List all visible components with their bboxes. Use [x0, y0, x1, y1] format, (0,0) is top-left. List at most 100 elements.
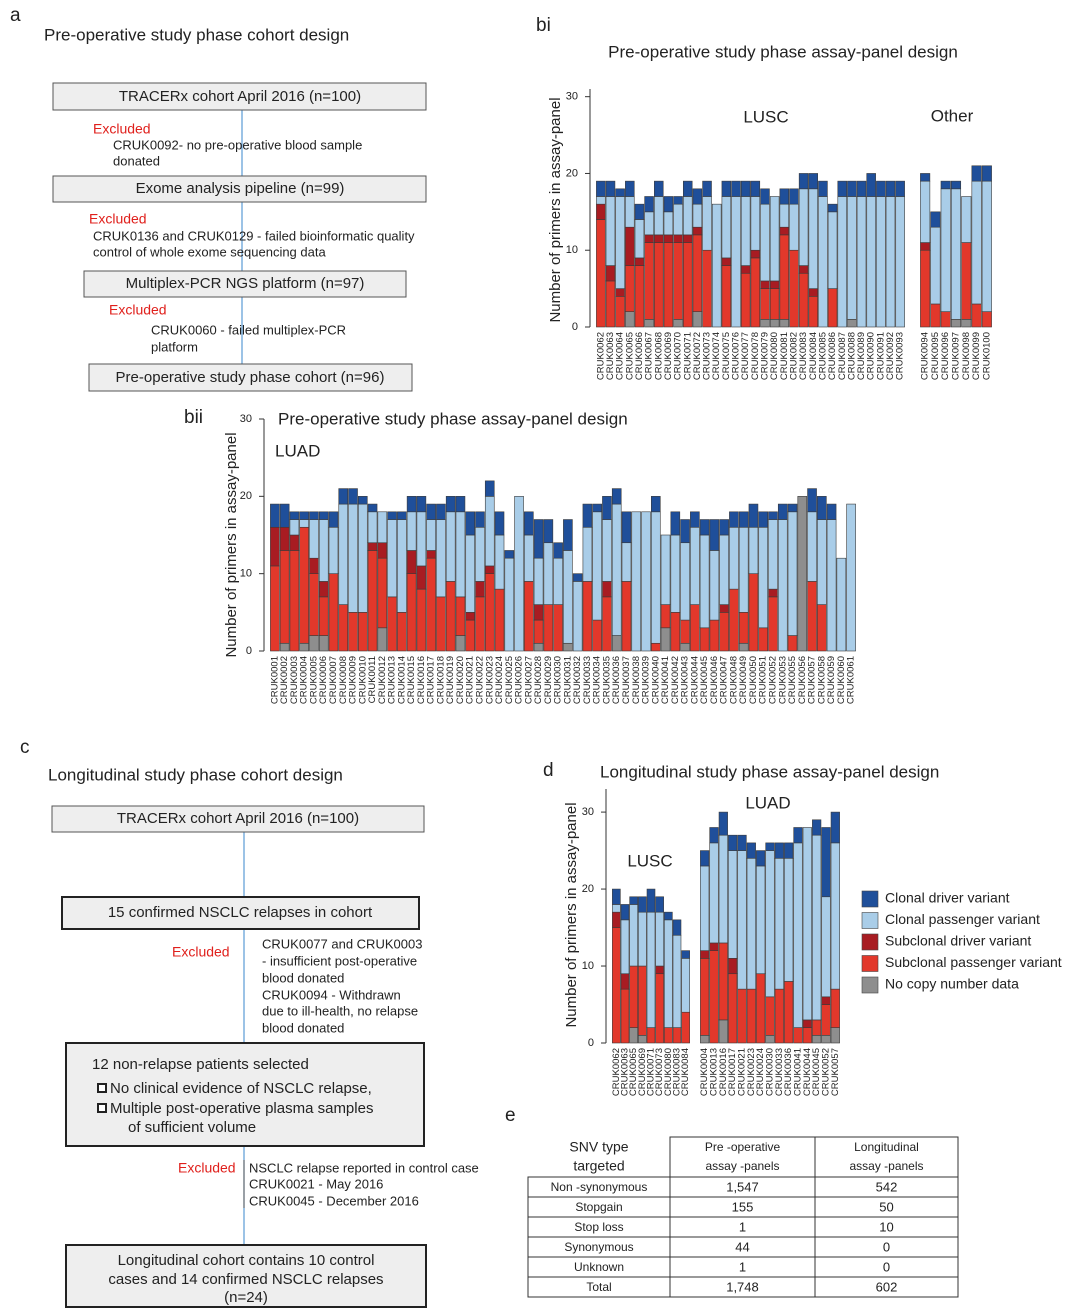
- bar-segment: [504, 557, 515, 652]
- bar-segment: [289, 519, 300, 536]
- bar-segment: [798, 173, 809, 190]
- y-tick-label: 20: [566, 167, 578, 179]
- excluded-text: platform: [151, 339, 198, 354]
- bar-segment: [533, 557, 544, 605]
- x-tick-label: CRUK0064: [615, 332, 626, 380]
- legend-swatch: [861, 933, 879, 951]
- bar-segment: [750, 180, 761, 197]
- bar-segment: [746, 988, 756, 1044]
- box-text: Pre-operative study phase cohort (n=96): [116, 369, 385, 386]
- bar-segment: [728, 850, 738, 959]
- bar-segment: [728, 973, 738, 1044]
- bar-segment: [721, 265, 732, 328]
- excluded-heading: Excluded: [109, 302, 167, 318]
- bar-segment: [655, 973, 664, 1044]
- bar-segment: [625, 226, 635, 266]
- chart: bi Pre-operative study phase assay-panel …: [536, 15, 992, 380]
- x-tick-label: CRUK0051: [758, 656, 769, 704]
- bar-segment: [387, 511, 397, 520]
- bar-segment: [299, 519, 309, 528]
- bar-segment: [750, 257, 761, 328]
- bar-segment: [784, 981, 794, 1044]
- bar-segment: [808, 188, 819, 289]
- x-tick-label: CRUK0073: [702, 332, 713, 380]
- bar-segment: [787, 503, 798, 513]
- box-text: 12 non-relapse patients selected: [92, 1056, 309, 1073]
- bar-segment: [789, 203, 799, 251]
- x-tick-label: CRUK0072: [692, 332, 703, 380]
- chart: bii Pre-operative study phase assay-panel…: [184, 407, 857, 704]
- flow-box: [61, 896, 420, 930]
- bar-segment: [737, 834, 747, 851]
- panel-label: e: [505, 1105, 516, 1126]
- bar-segment: [821, 896, 831, 998]
- table-panel: e SNV type targeted Pre -operative assay -pa…: [505, 1105, 959, 1298]
- bar-segment: [644, 319, 654, 328]
- bar-segment: [663, 234, 674, 243]
- box-text: TRACERx cohort April 2016 (n=100): [119, 88, 361, 105]
- y-tick-label: 30: [566, 91, 578, 103]
- bar-segment: [826, 519, 837, 652]
- bar-segment: [629, 904, 638, 967]
- bar-segment: [729, 526, 739, 590]
- bar-segment: [830, 1027, 840, 1044]
- x-tick-label: CRUK0024: [755, 1048, 766, 1096]
- bar-segment: [426, 557, 436, 652]
- x-tick-label: CRUK0027: [523, 656, 534, 704]
- box-text: Longitudinal cohort contains 10 control: [118, 1252, 375, 1269]
- bar-segment: [592, 511, 602, 621]
- panel-title: Pre-operative study phase cohort design: [44, 25, 349, 44]
- bar-segment: [846, 503, 856, 652]
- bar-segment: [807, 511, 817, 582]
- bar-segment: [774, 842, 784, 859]
- bar-segment: [769, 319, 780, 328]
- bar-segment: [621, 542, 632, 582]
- bar-segment: [802, 1027, 812, 1044]
- bar-segment: [655, 911, 664, 967]
- bar-segment: [876, 180, 886, 197]
- legend-label: Subclonal driver variant: [885, 933, 1031, 949]
- panel-title: Longitudinal study phase cohort design: [48, 765, 343, 784]
- bar-segment: [406, 573, 417, 652]
- bar-segment: [445, 511, 456, 582]
- bar-segment: [821, 827, 831, 898]
- x-tick-label: CRUK0068: [653, 332, 664, 380]
- box-text: Multiplex-PCR NGS platform (n=97): [126, 275, 365, 292]
- bar-segment: [660, 604, 671, 629]
- bar-segment: [817, 604, 827, 652]
- x-tick-label: CRUK0035: [601, 656, 612, 704]
- bar-segment: [367, 550, 378, 652]
- bar-segment: [856, 180, 867, 197]
- bar-segment: [572, 573, 583, 582]
- bar-segment: [309, 635, 319, 652]
- bar-segment: [646, 1027, 656, 1044]
- bar-segment: [673, 319, 683, 328]
- bar-segment: [484, 496, 495, 567]
- x-tick-label: CRUK0092: [885, 332, 896, 380]
- x-tick-label: CRUK0059: [826, 656, 837, 704]
- bar-segment: [798, 188, 809, 266]
- x-tick-label: CRUK0016: [416, 656, 427, 704]
- flow-box: [88, 363, 413, 392]
- bar-segment: [768, 511, 778, 520]
- x-tick-label: CRUK0014: [396, 656, 407, 704]
- bar-segment: [377, 627, 388, 652]
- bar-segment: [719, 519, 729, 536]
- bullet-text: No clinical evidence of NSCLC relapse,: [110, 1080, 372, 1097]
- bar-segment: [981, 311, 992, 328]
- bar-segment: [740, 180, 751, 197]
- x-tick-label: CRUK0080: [663, 1048, 674, 1096]
- bar-segment: [950, 188, 962, 320]
- excluded-heading: Excluded: [172, 944, 230, 960]
- bar-segment: [406, 496, 417, 513]
- bar-segment: [760, 288, 770, 320]
- chart-title: Pre-operative study phase assay-panel de…: [278, 409, 628, 428]
- x-tick-label: CRUK0008: [338, 656, 349, 704]
- bar-segment: [779, 234, 790, 320]
- bar-segment: [818, 196, 828, 328]
- bar-segment: [789, 188, 799, 205]
- excluded-text: donated: [113, 153, 160, 168]
- x-tick-label: CRUK0049: [738, 656, 749, 704]
- bar-segment: [738, 642, 749, 652]
- legend-swatch: [861, 955, 879, 972]
